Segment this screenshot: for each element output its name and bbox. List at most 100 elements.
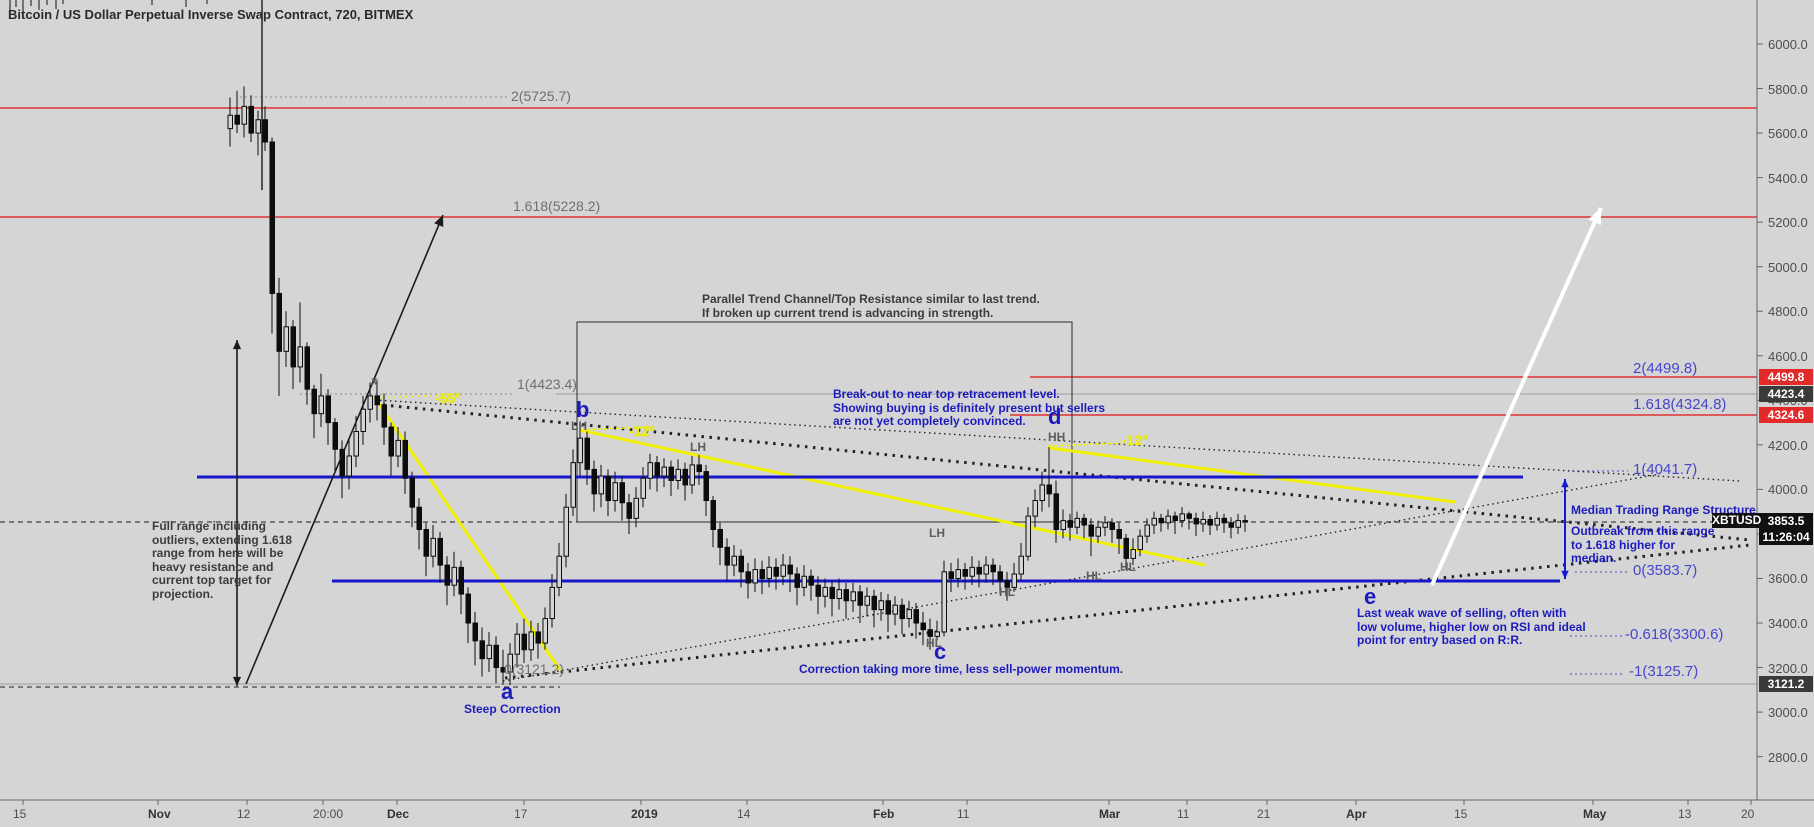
candle-body: [892, 604, 898, 615]
candle-body: [647, 462, 653, 479]
candle-body: [1207, 518, 1213, 526]
candle-body: [962, 569, 968, 577]
wedge-trendline-bold: [382, 403, 1751, 542]
candle-body: [423, 528, 429, 557]
candle-body: [633, 497, 639, 519]
candle-body: [367, 395, 373, 410]
candle-body: [675, 468, 681, 481]
arrow-head: [434, 215, 444, 227]
candle-body: [1011, 573, 1017, 588]
wedge-trendline-fine: [502, 473, 1661, 682]
candle-body: [1130, 549, 1136, 559]
candle-body: [969, 566, 975, 577]
candle-body: [885, 600, 891, 615]
candle-body: [416, 506, 422, 530]
candle-body: [920, 622, 926, 631]
arrow-line: [245, 214, 444, 685]
wedge-trendline-bold: [504, 543, 1751, 680]
candle-body: [1179, 513, 1185, 522]
candle-body: [1165, 515, 1171, 524]
candle-body: [402, 439, 408, 479]
candle-body: [1067, 520, 1073, 528]
candle-body: [703, 471, 709, 502]
candle-body: [451, 566, 457, 586]
candle-body: [871, 595, 877, 611]
candle-body: [997, 571, 1003, 582]
candle-body: [1004, 580, 1010, 588]
candle-body: [542, 618, 548, 644]
trend-channel-box: [576, 321, 1073, 523]
candle-body: [276, 292, 282, 352]
candle-body: [290, 326, 296, 368]
candle-body: [346, 455, 352, 477]
candle-body: [640, 477, 646, 499]
arrow-head: [1561, 570, 1569, 579]
candle-body: [717, 528, 723, 548]
candle-body: [822, 586, 828, 597]
candle-body: [990, 564, 996, 573]
candle-body: [591, 468, 597, 495]
candle-body: [563, 506, 569, 557]
candle-body: [1102, 522, 1108, 528]
candle-body: [913, 609, 919, 624]
candle-body: [661, 466, 667, 477]
candle-body: [1214, 517, 1220, 526]
candle-body: [1060, 520, 1066, 530]
candle-body: [444, 564, 450, 586]
candle-body: [1088, 524, 1094, 537]
candle-body: [1039, 484, 1045, 502]
candle-body: [535, 631, 541, 644]
candle-body: [262, 119, 268, 143]
candle-body: [1242, 520, 1248, 523]
candle-body: [486, 644, 492, 660]
candle-body: [1200, 518, 1206, 525]
arrow-head: [1561, 479, 1569, 488]
candle-body: [493, 644, 499, 669]
candle-body: [304, 346, 310, 390]
candle-body: [745, 571, 751, 584]
candle-body: [1221, 517, 1227, 524]
candle-body: [1158, 517, 1164, 524]
candle-body: [857, 591, 863, 606]
candle-body: [976, 566, 982, 575]
candle-body: [241, 105, 247, 125]
candle-body: [409, 477, 415, 508]
candle-body: [878, 600, 884, 611]
candle-body: [325, 395, 331, 424]
candle-body: [297, 346, 303, 368]
candle-body: [318, 395, 324, 415]
candle-body: [353, 430, 359, 457]
candle-body: [255, 119, 261, 134]
candle-body: [570, 462, 576, 508]
candle-body: [724, 546, 730, 566]
candle-body: [955, 569, 961, 579]
candle-body: [1074, 517, 1080, 528]
candle-body: [843, 589, 849, 602]
candle-body: [899, 604, 905, 620]
candle-body: [430, 537, 436, 557]
candle-body: [556, 555, 562, 588]
candle-body: [766, 566, 772, 579]
candle-body: [1235, 520, 1241, 528]
candle-body: [388, 426, 394, 457]
candle-body: [1109, 522, 1115, 530]
candle-body: [1123, 537, 1129, 559]
candle-body: [696, 464, 702, 473]
candle-body: [787, 564, 793, 575]
candle-body: [234, 114, 240, 125]
candle-body: [773, 566, 779, 577]
candle-body: [808, 575, 814, 586]
candle-body: [577, 437, 583, 464]
candle-body: [668, 466, 674, 481]
candle-body: [731, 555, 737, 566]
candle-body: [507, 653, 513, 673]
arrow-head: [1588, 208, 1601, 225]
candle-body: [528, 631, 534, 651]
candle-body: [472, 622, 478, 642]
candle-body: [1186, 513, 1192, 519]
candle-body: [836, 589, 842, 600]
angle-reference-line: [1047, 442, 1123, 447]
candle-body: [437, 537, 443, 566]
